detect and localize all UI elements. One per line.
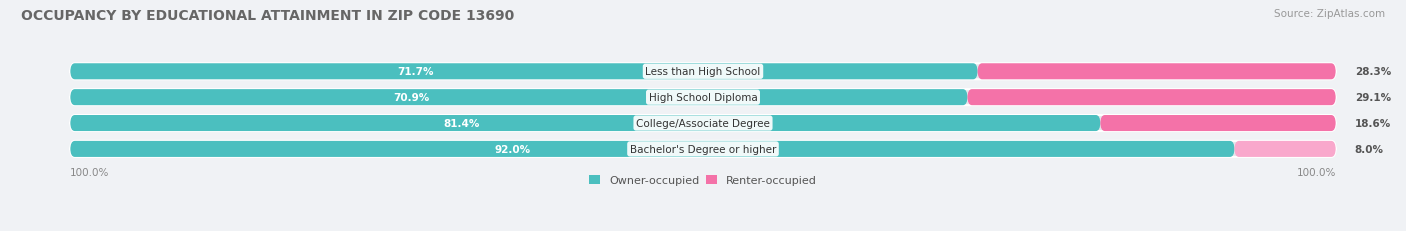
Text: 70.9%: 70.9% xyxy=(394,93,429,103)
Text: 28.3%: 28.3% xyxy=(1355,67,1391,77)
Text: 18.6%: 18.6% xyxy=(1355,119,1391,128)
FancyBboxPatch shape xyxy=(70,64,1336,80)
FancyBboxPatch shape xyxy=(967,90,1336,106)
Text: High School Diploma: High School Diploma xyxy=(648,93,758,103)
Text: OCCUPANCY BY EDUCATIONAL ATTAINMENT IN ZIP CODE 13690: OCCUPANCY BY EDUCATIONAL ATTAINMENT IN Z… xyxy=(21,9,515,23)
Text: 100.0%: 100.0% xyxy=(1296,167,1336,177)
Text: College/Associate Degree: College/Associate Degree xyxy=(636,119,770,128)
FancyBboxPatch shape xyxy=(70,116,1336,131)
Text: Less than High School: Less than High School xyxy=(645,67,761,77)
Text: 81.4%: 81.4% xyxy=(443,119,479,128)
FancyBboxPatch shape xyxy=(70,90,1336,106)
FancyBboxPatch shape xyxy=(70,141,1234,157)
Text: Bachelor's Degree or higher: Bachelor's Degree or higher xyxy=(630,144,776,154)
FancyBboxPatch shape xyxy=(70,64,977,80)
Text: 71.7%: 71.7% xyxy=(396,67,433,77)
Text: Source: ZipAtlas.com: Source: ZipAtlas.com xyxy=(1274,9,1385,19)
FancyBboxPatch shape xyxy=(977,64,1336,80)
Text: 100.0%: 100.0% xyxy=(70,167,110,177)
Text: 29.1%: 29.1% xyxy=(1355,93,1391,103)
Legend: Owner-occupied, Renter-occupied: Owner-occupied, Renter-occupied xyxy=(589,175,817,185)
FancyBboxPatch shape xyxy=(1234,141,1336,157)
FancyBboxPatch shape xyxy=(70,141,1336,157)
FancyBboxPatch shape xyxy=(70,90,967,106)
FancyBboxPatch shape xyxy=(1101,116,1336,131)
Text: 8.0%: 8.0% xyxy=(1355,144,1384,154)
FancyBboxPatch shape xyxy=(70,116,1101,131)
Text: 92.0%: 92.0% xyxy=(495,144,530,154)
